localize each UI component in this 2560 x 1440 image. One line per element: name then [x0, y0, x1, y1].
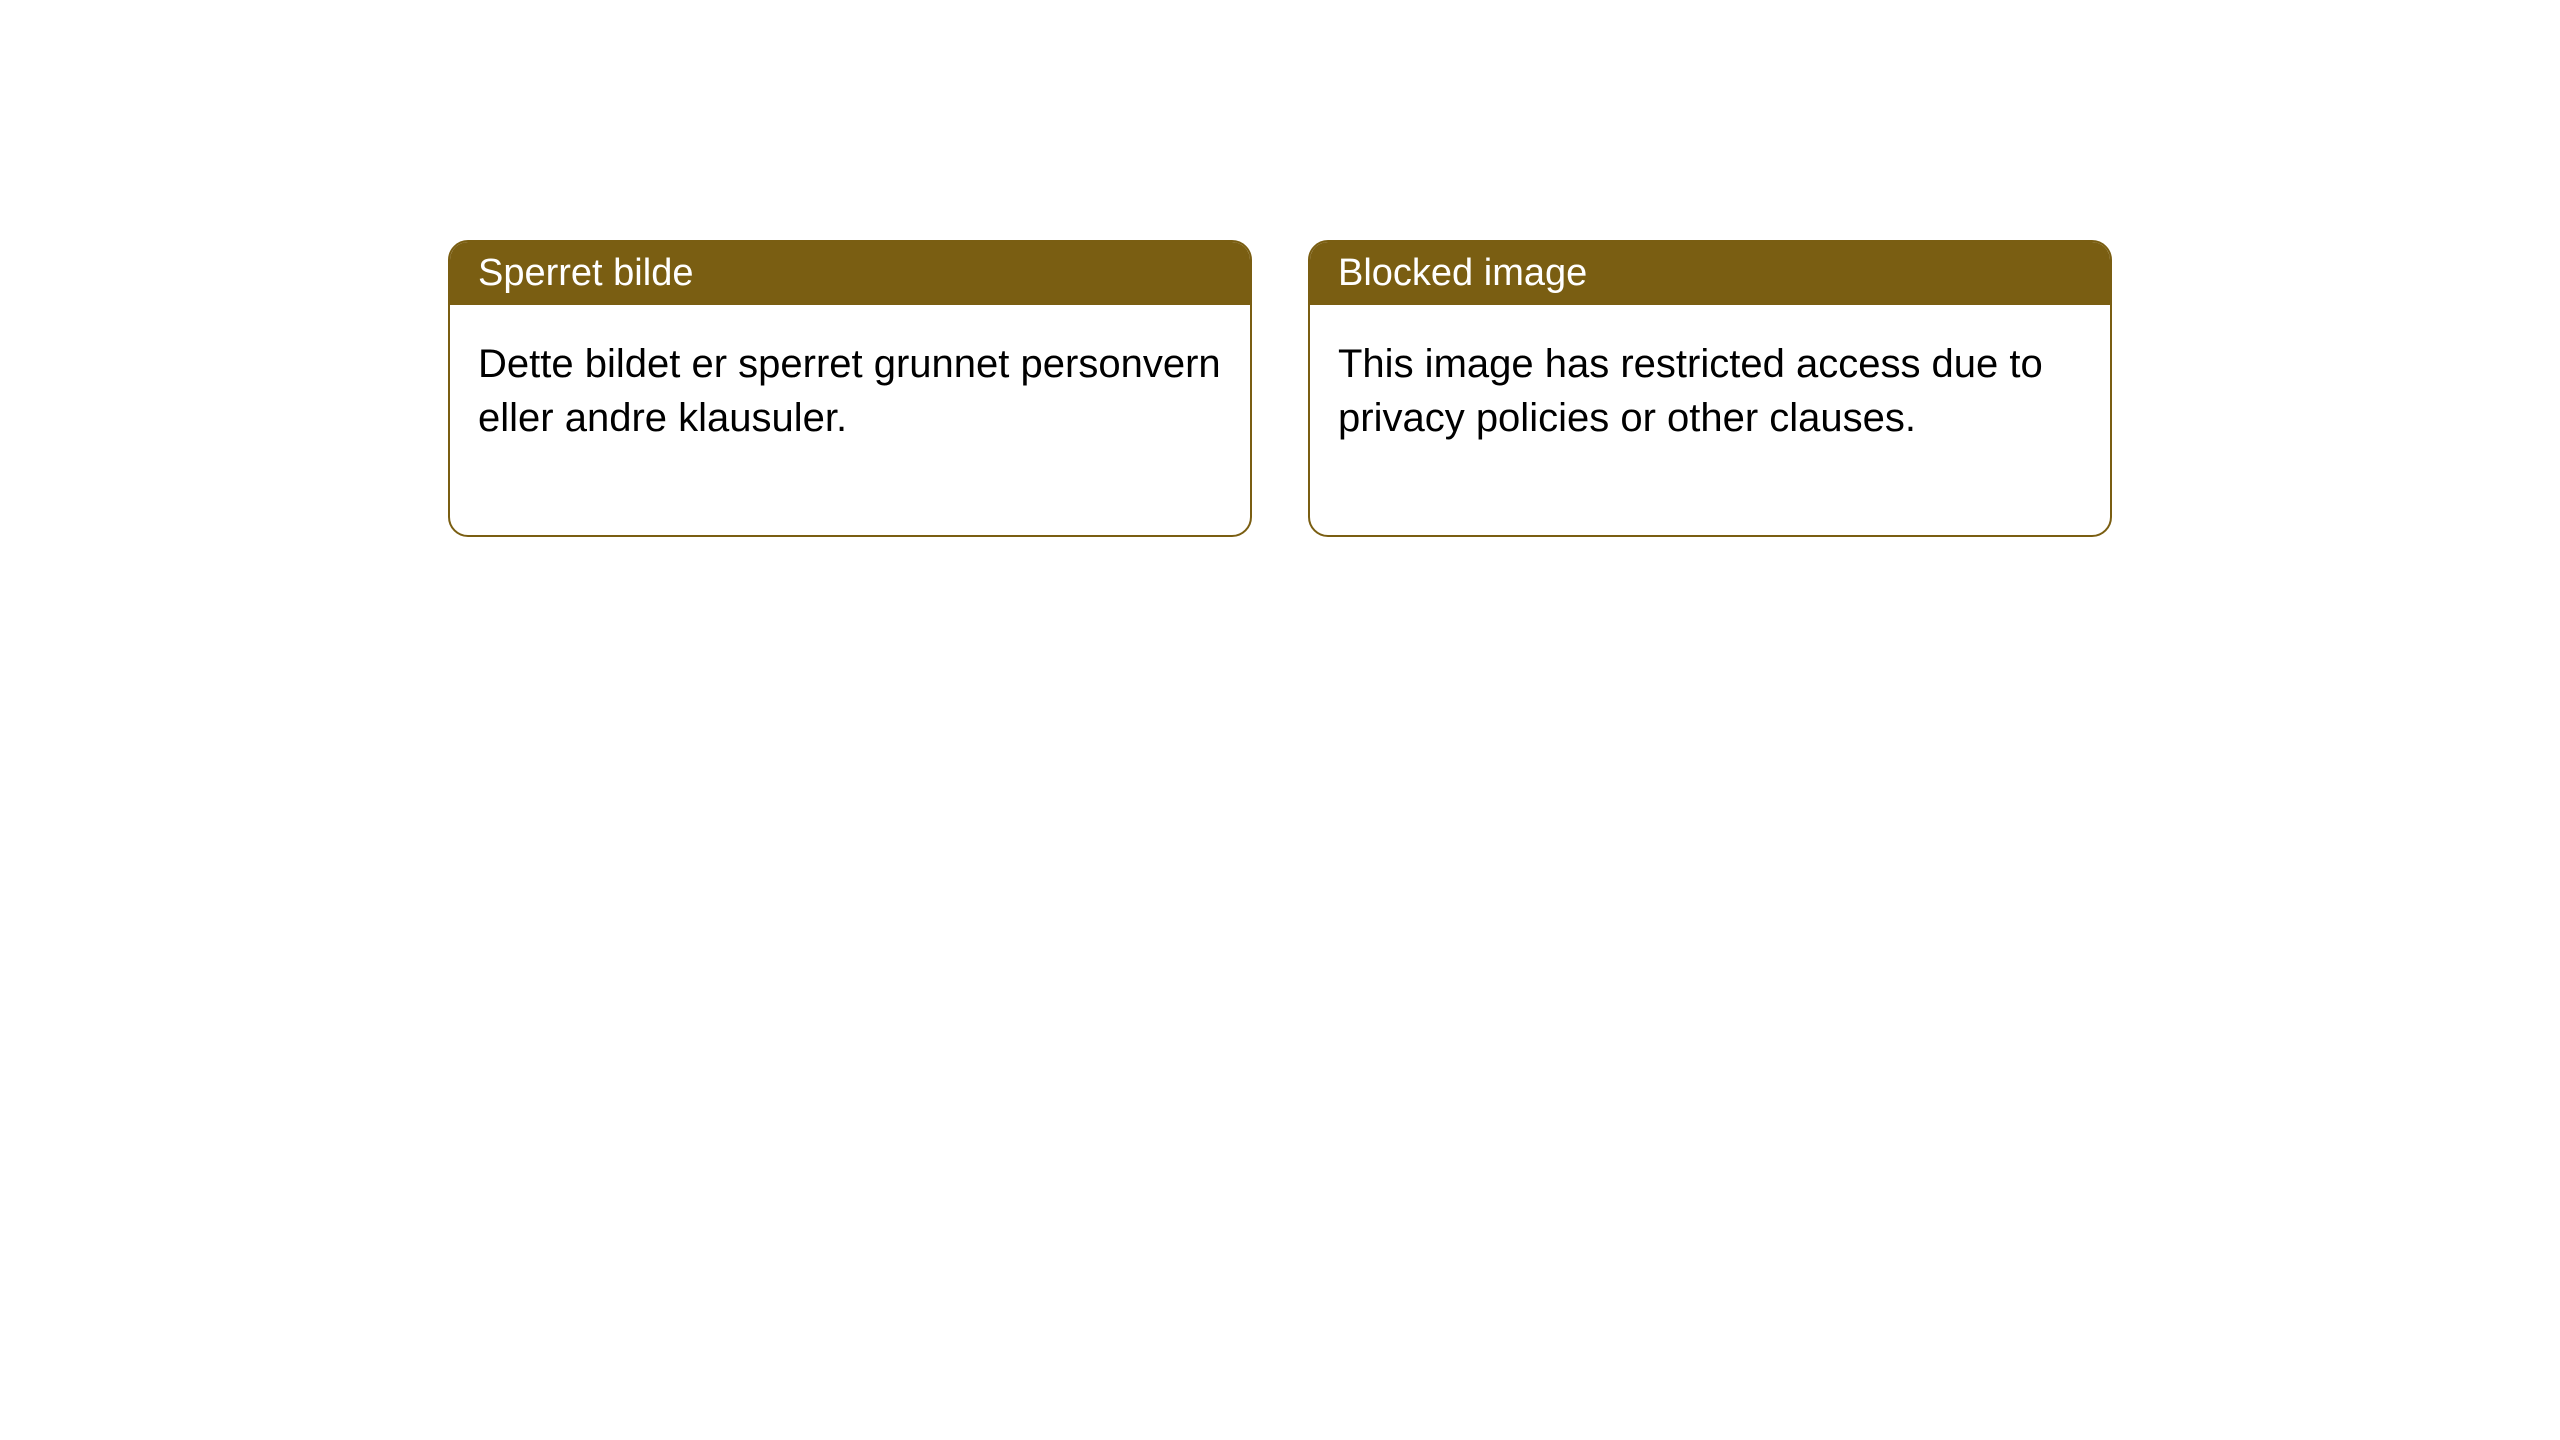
notice-card-english: Blocked image This image has restricted … — [1308, 240, 2112, 537]
notice-cards-container: Sperret bilde Dette bildet er sperret gr… — [448, 240, 2112, 537]
card-body: Dette bildet er sperret grunnet personve… — [450, 305, 1250, 535]
card-title: Sperret bilde — [478, 252, 693, 294]
card-body: This image has restricted access due to … — [1310, 305, 2110, 535]
notice-card-norwegian: Sperret bilde Dette bildet er sperret gr… — [448, 240, 1252, 537]
card-header: Blocked image — [1310, 242, 2110, 305]
card-header: Sperret bilde — [450, 242, 1250, 305]
card-body-text: This image has restricted access due to … — [1338, 342, 2043, 440]
card-body-text: Dette bildet er sperret grunnet personve… — [478, 342, 1221, 440]
card-title: Blocked image — [1338, 252, 1587, 294]
